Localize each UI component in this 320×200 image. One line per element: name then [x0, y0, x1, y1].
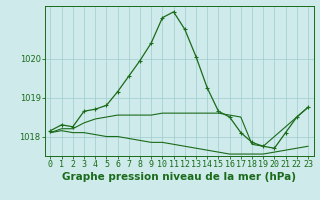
X-axis label: Graphe pression niveau de la mer (hPa): Graphe pression niveau de la mer (hPa) — [62, 172, 296, 182]
